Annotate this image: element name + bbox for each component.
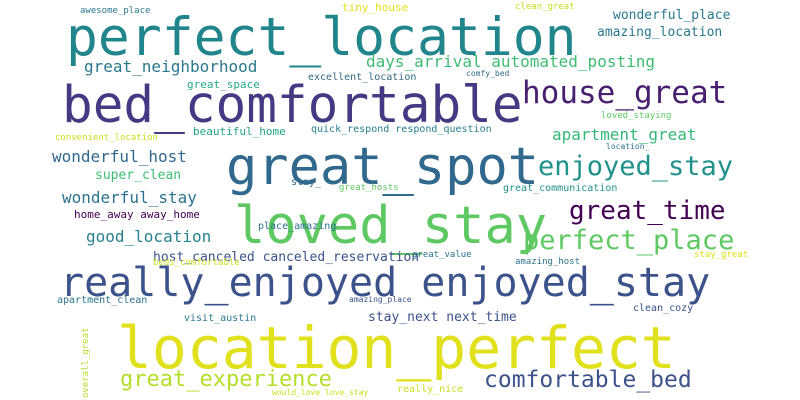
cloud-word: amazing_location (597, 25, 722, 40)
cloud-word: wonderful_host (52, 147, 187, 166)
cloud-word: loved_stay (234, 196, 547, 256)
cloud-word: location_ (606, 142, 650, 151)
cloud-word: comfy_bed (466, 69, 510, 78)
cloud-word: great_experience (120, 367, 332, 392)
cloud-word: stay_great (694, 250, 748, 260)
cloud-word: host_canceled canceled_reservation (153, 250, 419, 265)
cloud-word: really_nice (397, 384, 463, 395)
cloud-word: visit_austin (184, 313, 256, 324)
cloud-word: awesome_place (80, 6, 150, 16)
cloud-word: amazing_place (349, 295, 412, 304)
cloud-word: apartment_clean (57, 295, 147, 306)
cloud-word: clean_great (515, 2, 575, 12)
cloud-word: beautiful_home (193, 125, 286, 138)
cloud-word: perfect_location (66, 7, 577, 68)
cloud-word: good_location (86, 227, 211, 246)
cloud-word: perfect_place (523, 225, 734, 256)
cloud-word: super_clean (95, 168, 181, 183)
cloud-word: comfortable_bed (484, 367, 692, 393)
cloud-word: great_value (412, 250, 472, 260)
cloud-word: loved_staying (601, 111, 671, 121)
cloud-word: great_neighborhood (84, 57, 257, 76)
cloud-word: great_time (569, 196, 726, 226)
cloud-word: overall_great (81, 328, 91, 398)
cloud-word: days_arrival automated_posting (366, 52, 655, 71)
cloud-word: enjoyed_stay (538, 151, 733, 182)
cloud-word: house_great (522, 75, 727, 111)
cloud-word: clean_cozy (633, 303, 693, 314)
cloud-word: apartment_great (552, 125, 697, 144)
cloud-word: really_enjoyed enjoyed_stay (60, 260, 710, 306)
cloud-word: tiny_house (342, 1, 408, 14)
cloud-word: wonderful_place (613, 8, 731, 23)
cloud-word: convenient_location (55, 133, 158, 143)
cloud-word: stay_next next_time (368, 310, 517, 325)
cloud-word: place_amazing (258, 221, 336, 232)
cloud-word: beds_comfortable (153, 258, 240, 268)
cloud-word: amazing_host (515, 257, 580, 267)
cloud-word: home_away away_home (74, 208, 200, 221)
cloud-word: stay_ (291, 177, 322, 188)
cloud-word: quick_respond respond_question (311, 124, 492, 135)
cloud-word: great_space (187, 78, 260, 91)
cloud-word: wonderful_stay (62, 188, 197, 207)
cloud-word: great_communication (503, 183, 617, 194)
cloud-word: bed_comfortable (62, 76, 523, 135)
cloud-word: would_love love_stay (272, 388, 369, 397)
cloud-word: excellent_location (308, 72, 416, 83)
cloud-word: great_spot (226, 137, 539, 197)
cloud-word: great_hosts (339, 183, 399, 193)
cloud-word: location_perfect (117, 314, 676, 382)
